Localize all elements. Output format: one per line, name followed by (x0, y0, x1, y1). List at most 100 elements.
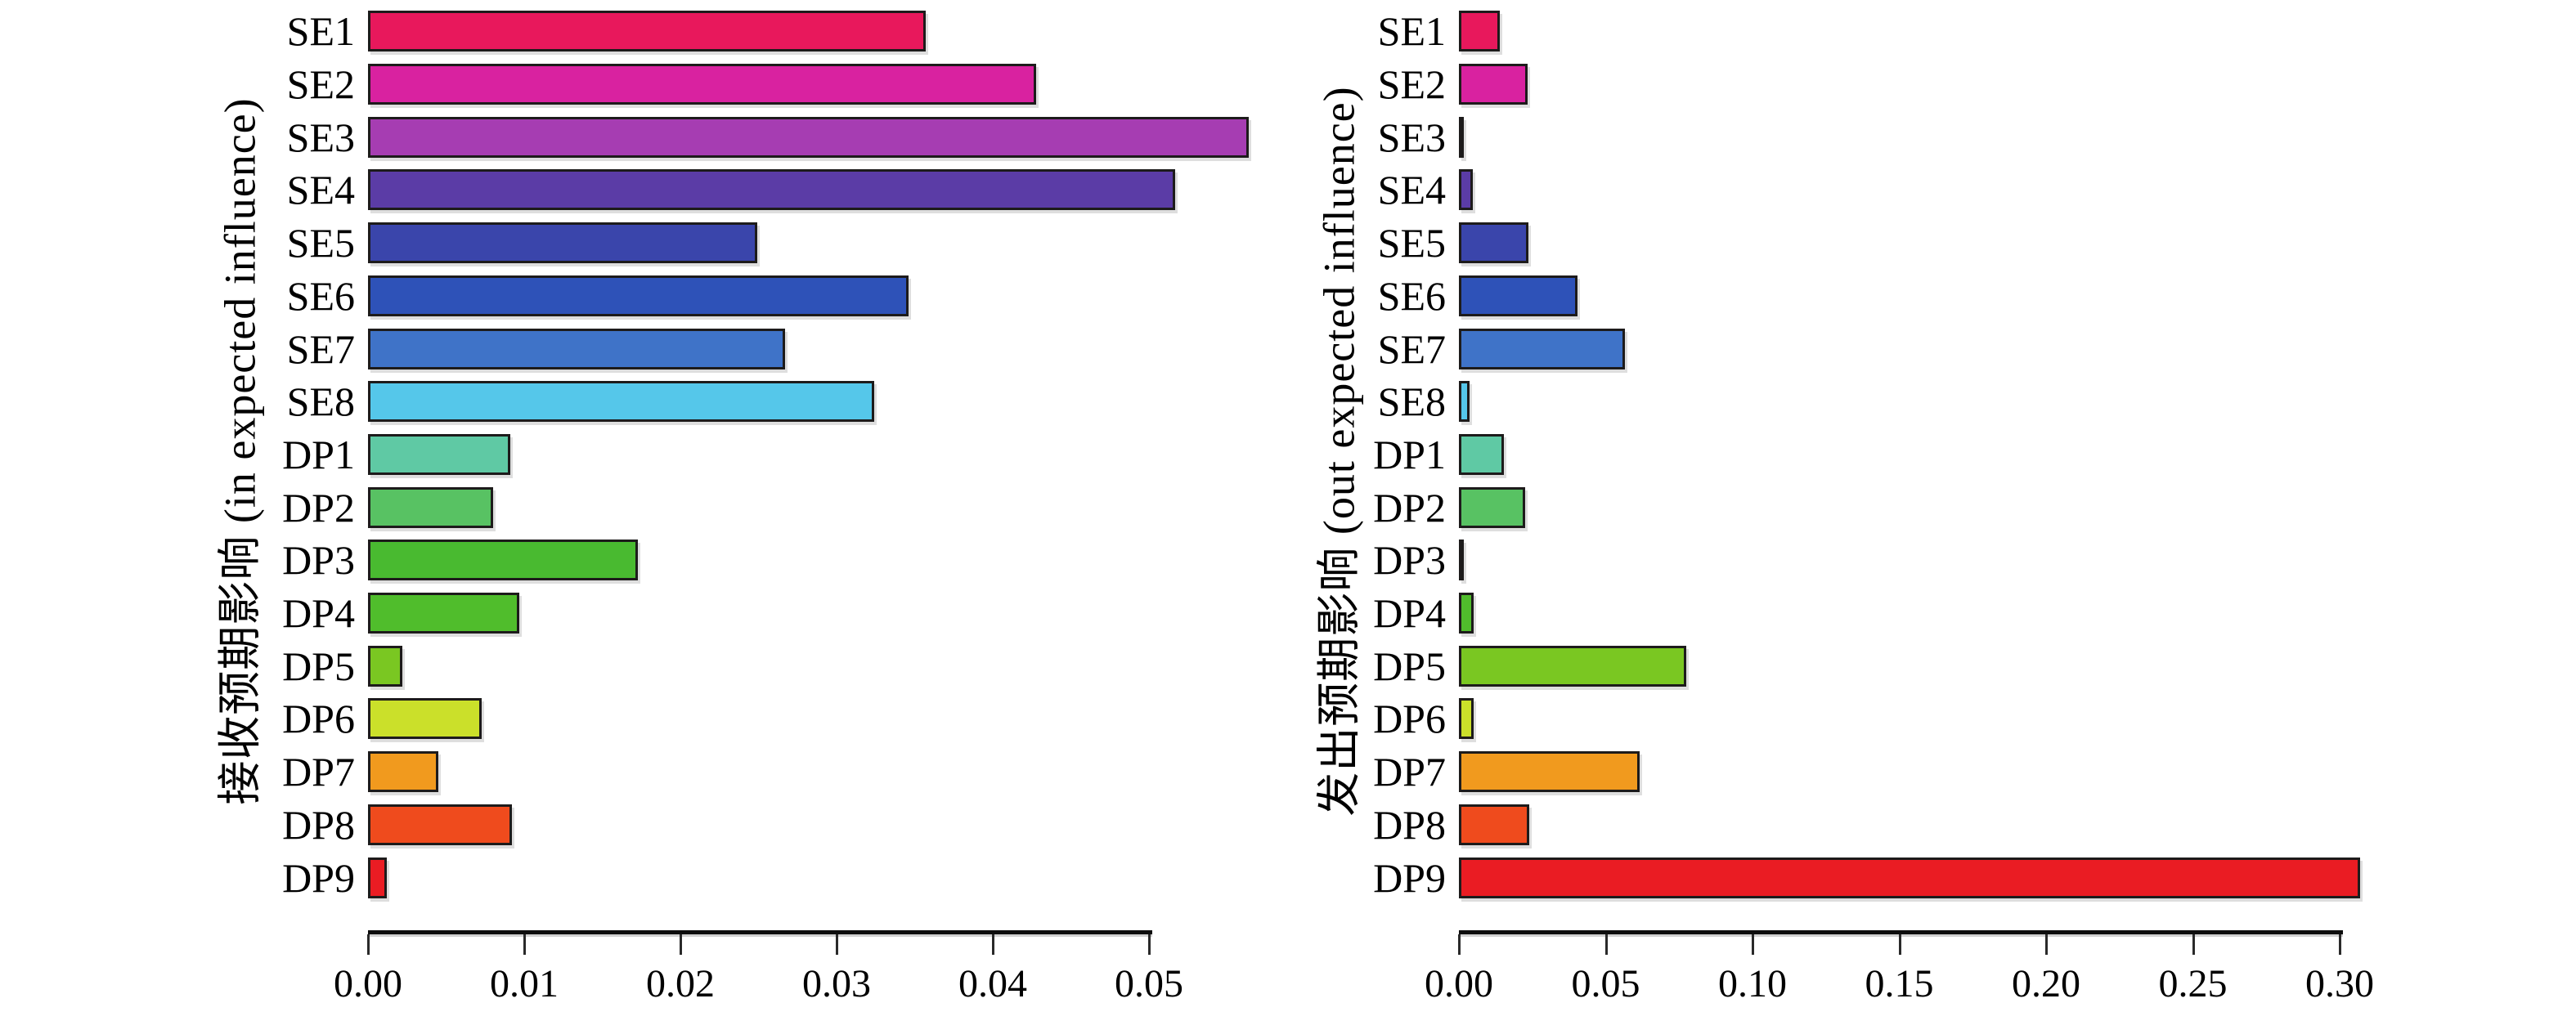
bar-row: DP9 (1288, 851, 2568, 904)
bar-row: SE8 (0, 375, 1280, 428)
x-tick-mark (1752, 934, 1754, 955)
x-tick-label: 0.00 (334, 962, 402, 1005)
bar-DP4 (1459, 593, 1474, 634)
bar-SE5 (1459, 222, 1529, 264)
category-label: DP9 (282, 854, 355, 901)
bar-track (1459, 486, 2568, 528)
bar-track (368, 11, 1280, 52)
category-label: DP7 (282, 749, 355, 795)
bar-track (368, 328, 1280, 369)
bar-row: DP7 (0, 746, 1280, 799)
x-tick-label: 0.01 (490, 962, 559, 1005)
bar-row: SE4 (1288, 163, 2568, 217)
x-tick-mark (992, 934, 994, 955)
bar-track (368, 751, 1280, 793)
category-label: SE7 (1377, 325, 1446, 372)
bar-row: DP3 (1288, 534, 2568, 587)
category-label: SE6 (286, 272, 355, 319)
bar-track (1459, 169, 2568, 211)
x-tick-label: 0.03 (802, 962, 871, 1005)
bar-row: DP6 (1288, 692, 2568, 746)
bar-SE4 (1459, 169, 1474, 211)
bar-SE6 (1459, 275, 1578, 316)
bar-track (368, 169, 1280, 211)
bar-row: DP5 (1288, 639, 2568, 692)
x-tick-label: 0.02 (646, 962, 715, 1005)
bar-track (368, 698, 1280, 740)
bar-SE2 (368, 64, 1037, 105)
bar-row: DP5 (0, 639, 1280, 692)
bar-DP3 (368, 540, 639, 581)
category-label: DP5 (282, 643, 355, 689)
category-label: SE2 (1377, 61, 1446, 108)
bar-track (1459, 540, 2568, 581)
x-tick-label: 0.10 (1718, 962, 1787, 1005)
x-tick-mark (2339, 934, 2341, 955)
x-tick-mark (1898, 934, 1901, 955)
category-label: DP6 (1373, 696, 1446, 742)
bar-row: SE8 (1288, 375, 2568, 428)
x-tick-label: 0.30 (2305, 962, 2374, 1005)
x-tick-mark (836, 934, 838, 955)
bar-row: DP3 (0, 534, 1280, 587)
bar-row: DP8 (0, 799, 1280, 852)
bar-DP9 (1459, 857, 2361, 898)
bar-SE8 (368, 381, 874, 423)
category-label: SE5 (1377, 220, 1446, 266)
bar-row: SE1 (0, 5, 1280, 58)
bar-SE3 (1459, 116, 1464, 158)
bar-row: SE4 (0, 163, 1280, 217)
bar-track (368, 540, 1280, 581)
bar-row: SE7 (0, 322, 1280, 375)
bar-track (1459, 11, 2568, 52)
bar-SE4 (368, 169, 1176, 211)
bar-track (1459, 698, 2568, 740)
bar-row: DP1 (0, 428, 1280, 481)
bar-track (368, 116, 1280, 158)
bar-SE5 (368, 222, 757, 264)
bar-row: SE6 (0, 270, 1280, 323)
bar-track (1459, 381, 2568, 423)
bar-row: DP4 (0, 587, 1280, 640)
bar-SE6 (368, 275, 909, 316)
category-label: DP9 (1373, 854, 1446, 901)
bar-DP8 (1459, 804, 1530, 845)
bar-SE8 (1459, 381, 1470, 423)
bar-row: DP7 (1288, 746, 2568, 799)
panel-out-expected-influence: 发出预期影响 (out expected influence) SE1 SE2 SE… (1288, 0, 2576, 1012)
x-axis-in: 0.00 0.01 0.02 0.03 0.04 0.05 (334, 930, 1288, 1012)
bar-rows-out: SE1 SE2 SE3 SE4 SE5 SE6 SE7 SE8 DP1 DP2 DP3 DP4 DP5 D… (1288, 5, 2568, 904)
bar-DP3 (1459, 540, 1464, 581)
bar-track (368, 275, 1280, 316)
category-label: SE5 (286, 220, 355, 266)
x-tick-label: 0.05 (1571, 962, 1640, 1005)
bar-DP8 (368, 804, 512, 845)
category-label: SE8 (286, 378, 355, 425)
x-tick-mark (1604, 934, 1608, 955)
bar-row: SE3 (0, 110, 1280, 163)
bar-DP2 (368, 486, 493, 528)
category-label: SE1 (286, 8, 355, 55)
bar-DP5 (368, 645, 403, 687)
category-label: DP1 (282, 431, 355, 477)
bar-DP5 (1459, 645, 1686, 687)
bar-track (1459, 64, 2568, 105)
x-tick-mark (680, 934, 682, 955)
bar-row: SE6 (1288, 270, 2568, 323)
bar-row: DP6 (0, 692, 1280, 746)
category-label: DP6 (282, 696, 355, 742)
bar-track (1459, 857, 2568, 898)
bar-track (368, 804, 1280, 845)
category-label: SE3 (1377, 114, 1446, 160)
x-tick-mark (1458, 934, 1461, 955)
bar-row: SE5 (1288, 217, 2568, 270)
x-tick-mark (2192, 934, 2195, 955)
category-label: DP1 (1373, 431, 1446, 477)
x-tick-mark (523, 934, 526, 955)
bar-row: SE5 (0, 217, 1280, 270)
bar-DP1 (1459, 433, 1504, 475)
bar-DP2 (1459, 486, 1526, 528)
bar-DP7 (1459, 751, 1640, 793)
bar-SE3 (368, 116, 1250, 158)
